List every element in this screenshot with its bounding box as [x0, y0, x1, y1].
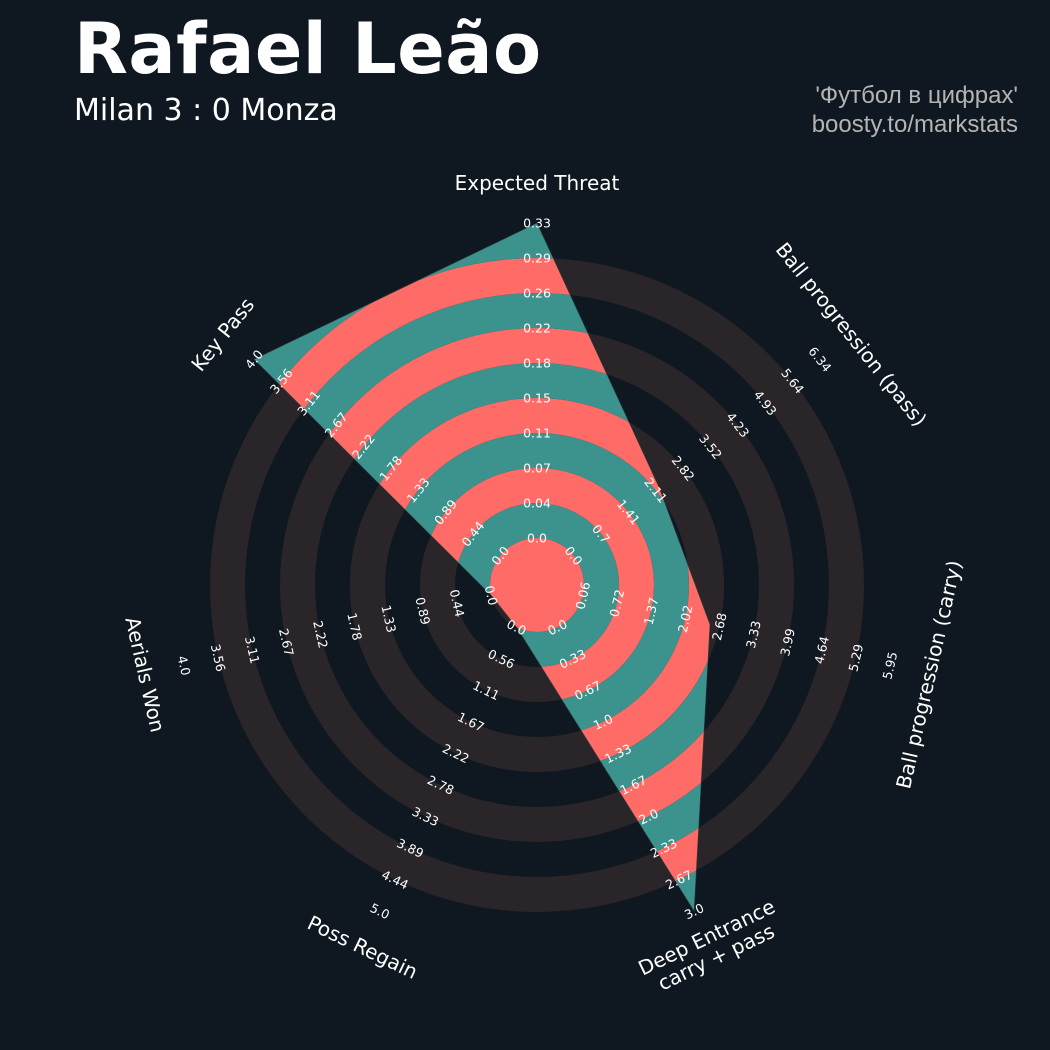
- tick-label: 0.06: [572, 580, 593, 611]
- tick-label: 0.44: [447, 588, 468, 619]
- match-subtitle: Milan 3 : 0 Monza: [74, 93, 338, 128]
- param-label: Deep Entrancecarry + pass: [634, 894, 788, 1000]
- tick-label: 3.99: [777, 627, 798, 658]
- tick-label: 0.18: [523, 356, 551, 371]
- tick-label: 4.64: [811, 635, 832, 666]
- tick-label: 0.22: [523, 321, 551, 336]
- tick-label: 1.37: [641, 596, 662, 626]
- page-title: Rafael Leão: [74, 8, 542, 90]
- tick-label: 2.67: [276, 627, 297, 657]
- tick-label: 2.22: [310, 619, 331, 649]
- polygon-band: [490, 538, 584, 632]
- tick-label: 0.72: [606, 588, 627, 618]
- param-label: Aerials Won: [120, 615, 170, 735]
- credit-line-link: boosty.to/markstats: [811, 110, 1018, 138]
- credit-block: 'Футбол в цифрах' boosty.to/markstats: [812, 82, 1018, 140]
- tick-label: 1.78: [344, 611, 365, 642]
- tick-label: 5.95: [879, 650, 900, 680]
- tick-label: 5.29: [845, 643, 866, 674]
- tick-labels: 0.0 0.04 0.07 0.11 0.15 0.18 0.22 0.26 0.29 0.33 0…: [175, 216, 901, 923]
- tick-label: 5.0: [368, 900, 392, 922]
- tick-label: 0.33: [523, 216, 551, 231]
- param-label: Ball progression (carry): [891, 558, 966, 791]
- tick-label: 3.56: [208, 643, 229, 674]
- tick-label: 0.11: [523, 426, 551, 441]
- tick-label: 4.0: [175, 654, 194, 677]
- tick-label: 0.89: [412, 596, 433, 627]
- tick-label: 3.11: [242, 635, 263, 665]
- tick-label: 0.29: [523, 251, 551, 266]
- credit-line-channel: 'Футбол в цифрах': [815, 82, 1018, 109]
- tick-label: 6.34: [805, 344, 834, 375]
- tick-label: 0.0: [482, 584, 501, 607]
- tick-label: 0.0: [527, 531, 547, 546]
- tick-label: 3.33: [743, 619, 764, 649]
- param-label: Expected Threat: [455, 171, 620, 195]
- polygon-outline: [253, 222, 711, 913]
- param-label: Poss Regain: [304, 911, 422, 984]
- tick-label: 0.04: [523, 496, 551, 511]
- tick-label: 0.15: [523, 391, 551, 406]
- tick-label: 2.68: [709, 611, 730, 642]
- tick-label: 0.26: [523, 286, 551, 301]
- tick-label: 0.07: [523, 461, 551, 476]
- tick-label: 1.33: [378, 604, 399, 634]
- tick-label: 3.0: [682, 900, 706, 922]
- tick-label: 2.02: [675, 604, 696, 634]
